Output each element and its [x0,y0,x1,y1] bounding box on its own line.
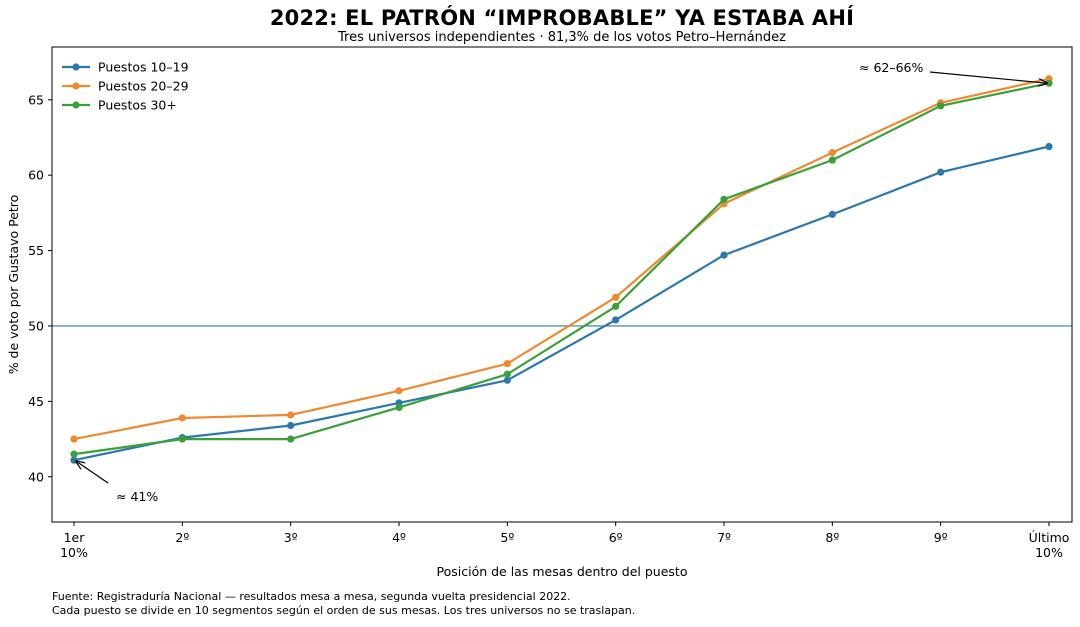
chart-title: 2022: EL PATRÓN “IMPROBABLE” YA ESTABA A… [269,6,855,30]
x-tick-label: 9º [934,530,948,545]
data-point [937,168,945,176]
annotation-high-text: ≈ 62–66% [859,60,924,75]
data-point [720,195,728,203]
y-tick-label: 50 [28,318,44,333]
footer-note: Cada puesto se divide en 10 segmentos se… [52,604,636,617]
data-point [503,376,511,384]
x-tick-label: 8º [825,530,839,545]
x-tick-label: 3º [284,530,298,545]
data-point [612,293,620,301]
data-point [828,148,836,157]
footer-source: Fuente: Registraduría Nacional — resulta… [52,590,571,603]
annotation-arrow-low [76,461,109,484]
data-point [178,414,186,422]
data-point [395,403,403,411]
x-tick-label: 4º [392,530,406,545]
data-point [178,435,186,443]
line-chart: 40 45 50 55 60 65 1er 10% 2º 3º 4º 5º 6º 7º 8º 9º Último… [6,46,1073,579]
data-point [287,421,295,430]
data-point [828,210,836,218]
x-axis-label: Posición de las mesas dentro del puesto [437,564,688,579]
y-tick-label: 45 [28,394,44,409]
series-line-2 [73,77,1050,441]
y-axis-label: % de voto por Gustavo Petro [6,195,21,375]
x-tick-label: 7º [717,530,731,545]
y-tick-label: 55 [28,243,44,258]
data-point [612,316,620,324]
legend-marker-1 [72,63,80,71]
chart-subtitle: Tres universos independientes · 81,3% de… [338,30,786,45]
annotation-arrow-high [929,71,1047,83]
data-point [287,411,295,419]
data-point [395,387,403,395]
plot-frame [51,46,1073,523]
x-tick-label: 2º [175,530,189,545]
data-point [503,370,511,378]
legend-marker-3 [72,101,80,109]
data-point [1045,142,1053,151]
data-point [937,102,945,110]
y-tick-label: 65 [28,92,44,107]
data-point [503,360,511,368]
y-tick-label: 60 [28,168,44,183]
x-tick-label: 6º [609,530,623,545]
x-tick-label: 1er 10% [60,530,88,560]
series-line-1 [73,145,1050,462]
data-point [828,156,836,164]
data-point [612,302,620,310]
series-line-3 [73,82,1050,456]
data-point [70,435,78,443]
data-point [287,435,295,443]
x-tick-label: 5º [500,530,514,545]
y-tick-label: 40 [28,469,44,484]
legend-label-2: Puestos 20–29 [98,79,189,94]
legend-label-3: Puestos 30+ [98,98,177,113]
legend-label-1: Puestos 10–19 [98,60,189,75]
data-point [720,251,728,259]
annotation-low-text: ≈ 41% [116,489,158,504]
data-point [70,450,78,458]
x-tick-label: Último 10% [1029,530,1070,560]
legend-marker-2 [72,82,80,90]
